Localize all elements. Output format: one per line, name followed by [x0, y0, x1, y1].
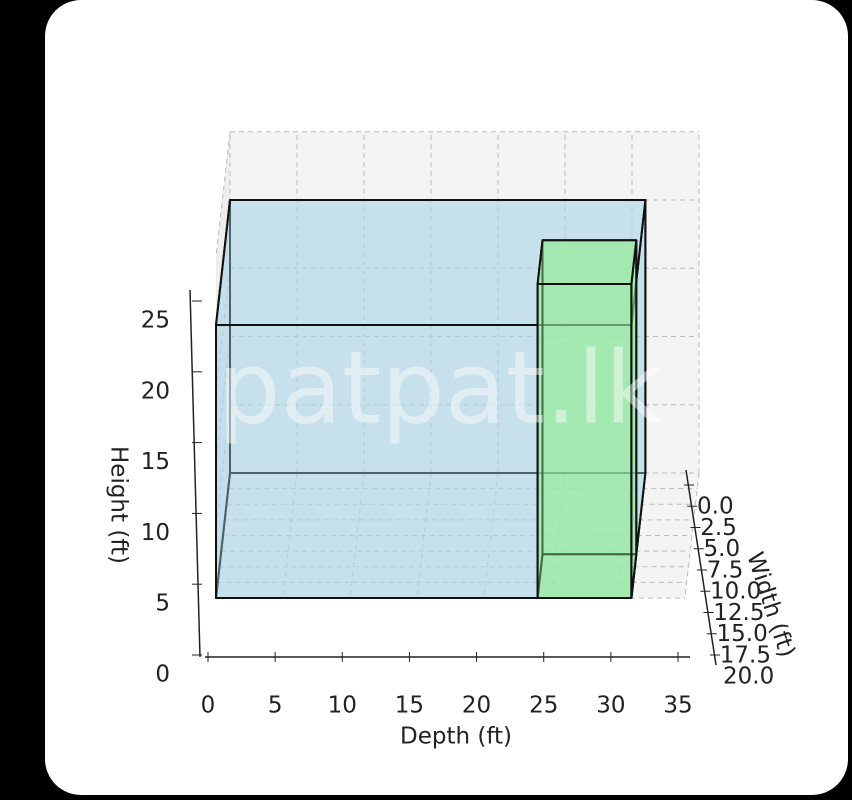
z-tick-label: 25 [141, 308, 170, 334]
side-wall [216, 131, 230, 598]
grid-line [215, 268, 231, 394]
z-tick-label: 0 [155, 662, 170, 688]
y-tick-label: 10.0 [710, 579, 761, 605]
y-tick-label: 12.5 [713, 600, 764, 626]
z-tick-label: 20 [141, 378, 170, 404]
grid-line [349, 472, 365, 599]
grid-line [550, 472, 566, 599]
box-face [536, 283, 633, 599]
z-tick-label: 10 [141, 520, 170, 546]
y-tick-label: 2.5 [700, 515, 737, 541]
x-tick-label: 15 [395, 693, 424, 719]
y-tick-label: 17.5 [720, 642, 771, 668]
y-tick-label: 20.0 [723, 664, 774, 690]
z-axis [189, 289, 201, 658]
y-tick-label: 15.0 [717, 621, 768, 647]
x-tick-label: 5 [268, 693, 283, 719]
x-tick-label: 0 [201, 693, 216, 719]
y-tick-label: 0.0 [697, 494, 734, 520]
grid-line [282, 472, 298, 599]
x-tick-label: 35 [663, 693, 692, 719]
y-tick-label: 7.5 [707, 557, 744, 583]
grid-line [483, 472, 499, 599]
x-tick-label: 10 [328, 693, 357, 719]
y-axis [685, 469, 717, 666]
back-wall [230, 131, 699, 473]
z-axis-label: Height (ft) [106, 446, 132, 564]
z-tick-label: 15 [141, 449, 170, 475]
grid-line [617, 472, 633, 599]
x-tick-label: 25 [529, 693, 558, 719]
watermark: patpat.lk [217, 329, 663, 446]
x-tick-label: 30 [596, 693, 625, 719]
grid-line [684, 472, 700, 599]
y-tick-label: 5.0 [704, 536, 741, 562]
z-tick-label: 5 [155, 591, 170, 617]
grid-line [215, 404, 231, 530]
box-face [536, 239, 638, 286]
x-axis-label: Depth (ft) [400, 724, 512, 750]
grid-line [215, 131, 231, 257]
x-tick-label: 20 [462, 693, 491, 719]
grid-line [215, 336, 231, 462]
grid-line [416, 472, 432, 599]
